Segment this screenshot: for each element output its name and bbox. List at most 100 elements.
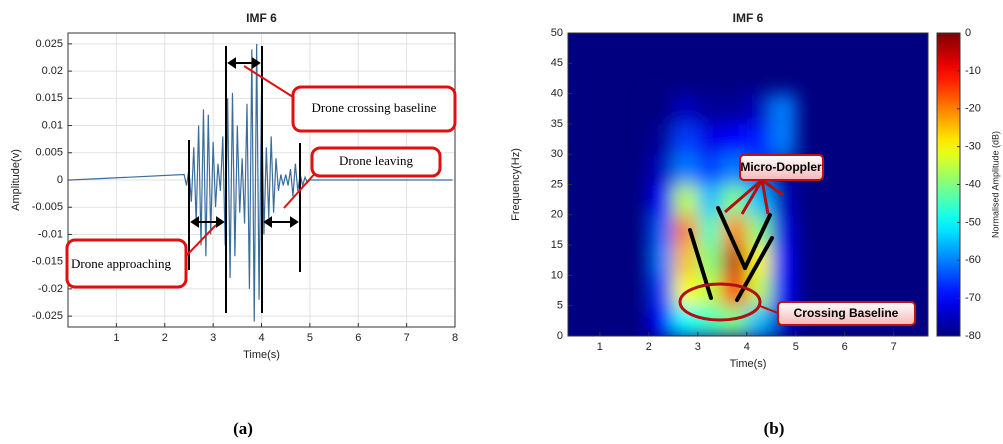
y-tick-label: 0	[57, 174, 63, 186]
y-tick-label: 25	[551, 178, 563, 190]
heatmap-cell	[648, 275, 674, 307]
y-axis-label: Frequency(Hz)	[510, 148, 522, 221]
pointer-lines	[185, 65, 319, 257]
y-tick-label: 40	[551, 88, 563, 100]
pointer	[759, 305, 779, 314]
annotations-b: Micro-Doppler Crossing Baseline	[678, 154, 916, 326]
annotations-a: Drone crossing baseline Drone leaving Dr…	[65, 46, 457, 313]
annotation: Crossing Baseline	[794, 306, 899, 320]
x-tick-label: 6	[842, 341, 848, 353]
y-tick-label: 10	[551, 269, 563, 281]
plot-border	[67, 32, 456, 328]
marker-lines	[188, 46, 301, 313]
y-tick-label: 35	[551, 118, 563, 130]
y-tick-label: -0.025	[32, 310, 63, 322]
y-tick-label: -0.005	[32, 201, 63, 213]
heatmap-cell	[722, 123, 748, 155]
x-tick-label: 6	[355, 332, 361, 344]
x-tick-label: 3	[210, 332, 216, 344]
annotation: Drone approaching	[71, 256, 171, 271]
callout-box	[65, 238, 188, 289]
heatmap-cell	[648, 93, 674, 125]
y-tick-label: 0	[557, 330, 563, 342]
annotation: Drone crossing baseline	[312, 100, 437, 115]
y-tick-label: -0.01	[38, 228, 63, 240]
heatmap-cell	[697, 123, 723, 155]
x-tick-label: 5	[793, 341, 799, 353]
heatmap-cell	[746, 123, 772, 155]
x-tick-label: 4	[258, 332, 264, 344]
heatmap-cell	[648, 245, 674, 276]
y-axis-label: Amplitude(v)	[10, 149, 22, 211]
colorbar-tick-label: -20	[965, 103, 981, 115]
heatmap-cell	[697, 93, 723, 125]
heatmap-cell	[673, 184, 699, 216]
x-tick-label: 4	[744, 341, 750, 353]
colorbar-tick-label: -40	[965, 178, 981, 190]
colorbar-tick-label: -80	[965, 330, 981, 342]
heatmap-cell	[673, 123, 699, 155]
heatmap-cell	[697, 154, 723, 185]
heatmap-cell	[673, 93, 699, 125]
colorbar	[936, 32, 961, 337]
callout-box	[291, 85, 457, 133]
y-tick-label: 0.01	[42, 119, 63, 131]
callout-box	[310, 146, 442, 178]
y-tick-label: 0.005	[35, 147, 63, 159]
doppler-lines	[688, 206, 774, 302]
heatmap-cell	[648, 123, 674, 155]
annotation: Micro-Doppler	[740, 160, 822, 174]
y-tick-label: 0.015	[35, 92, 63, 104]
heatmap-cell	[746, 305, 772, 336]
heatmap-cell	[771, 93, 797, 125]
y-tick-label: 15	[551, 239, 563, 251]
x-tick-label: 3	[695, 341, 701, 353]
chart-title: IMF 6	[733, 11, 764, 25]
chart-title: IMF 6	[246, 11, 277, 25]
heatmap-cell	[746, 93, 772, 125]
callout-box	[777, 301, 916, 326]
y-tick-label: 0.025	[35, 38, 63, 50]
x-tick-label: 2	[162, 332, 168, 344]
heatmap-cell	[771, 245, 797, 276]
y-tick-label: 5	[557, 300, 563, 312]
heatmap-cell	[673, 245, 699, 276]
heatmap-cell	[648, 305, 674, 336]
signal-line	[70, 43, 453, 322]
x-tick-label: 1	[113, 332, 119, 344]
x-tick-label: 2	[646, 341, 652, 353]
heatmap-cell	[722, 93, 748, 125]
colorbar-tick-label: -60	[965, 254, 981, 266]
colorbar-tick-label: 0	[965, 27, 971, 39]
y-tick-label: 45	[551, 57, 563, 69]
x-tick-label: 5	[307, 332, 313, 344]
x-tick-label: 8	[452, 332, 458, 344]
heatmap-cell	[648, 184, 674, 216]
callout-box	[739, 154, 824, 181]
x-tick-label: 1	[597, 341, 603, 353]
heatmap-cell	[648, 214, 674, 246]
caption: (a)	[233, 419, 253, 438]
colorbar-tick-label: -30	[965, 141, 981, 153]
colorbar-tick-label: -70	[965, 292, 981, 304]
colorbar-tick-label: -10	[965, 65, 981, 77]
x-tick-label: 7	[891, 341, 897, 353]
y-tick-label: -0.015	[32, 256, 63, 268]
y-tick-label: 30	[551, 148, 563, 160]
plot-border	[567, 32, 929, 337]
caption: (b)	[764, 419, 785, 438]
x-axis-label: Time(s)	[730, 358, 767, 370]
annotation: Drone leaving	[339, 153, 414, 168]
heatmap-cell	[771, 214, 797, 246]
y-tick-label: 50	[551, 27, 563, 39]
x-tick-label: 7	[404, 332, 410, 344]
y-tick-label: 20	[551, 209, 563, 221]
colorbar-tick-label: -50	[965, 216, 981, 228]
ellipse	[678, 282, 762, 322]
heatmap-cell	[697, 214, 723, 246]
y-tick-label: 0.02	[42, 65, 63, 77]
heatmap-cell	[648, 154, 674, 185]
pointer-arrows	[724, 178, 784, 215]
x-axis-label: Time(s)	[243, 349, 280, 361]
